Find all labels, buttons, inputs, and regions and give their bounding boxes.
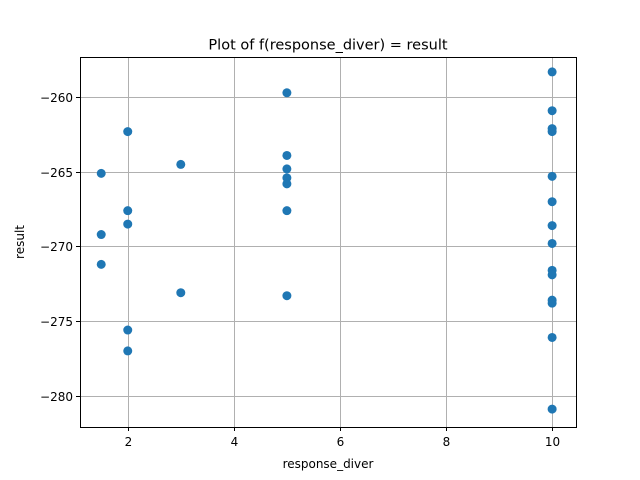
- x-tick-label: 6: [337, 435, 345, 449]
- y-tick-label: −265: [40, 166, 73, 180]
- data-point: [282, 179, 292, 189]
- x-tick-label: 8: [443, 435, 451, 449]
- data-point: [123, 206, 133, 216]
- x-tick-label: 4: [231, 435, 239, 449]
- y-tick-label: −270: [40, 240, 73, 254]
- grid-lines: [80, 57, 576, 427]
- data-point: [123, 127, 133, 137]
- data-point: [96, 168, 106, 178]
- data-point: [547, 332, 557, 342]
- x-axis-ticks: 2 4 6 8 10: [125, 427, 560, 449]
- y-tick-label: −275: [40, 315, 73, 329]
- y-axis-ticks: −280 −275 −270 −265 −260: [40, 91, 80, 404]
- data-point: [282, 150, 292, 160]
- data-point: [123, 219, 133, 229]
- data-point: [547, 127, 557, 137]
- data-point: [547, 67, 557, 77]
- x-axis-label: response_diver: [283, 457, 374, 471]
- data-point: [176, 288, 186, 298]
- data-point: [547, 270, 557, 280]
- data-point: [282, 164, 292, 174]
- data-point: [282, 88, 292, 98]
- plot-area-frame: [80, 57, 577, 428]
- data-point: [547, 106, 557, 116]
- data-point: [547, 197, 557, 207]
- data-point: [123, 325, 133, 335]
- data-point: [123, 346, 133, 356]
- y-tick-label: −280: [40, 390, 73, 404]
- x-tick-label: 2: [125, 435, 133, 449]
- data-point: [176, 159, 186, 169]
- data-point: [547, 298, 557, 308]
- data-point: [96, 230, 106, 240]
- x-tick-label: 10: [545, 435, 560, 449]
- y-axis-label: result: [13, 225, 27, 259]
- data-point: [282, 291, 292, 301]
- data-point: [547, 171, 557, 181]
- data-points: [96, 67, 557, 414]
- data-point: [547, 238, 557, 248]
- data-point: [96, 259, 106, 269]
- data-point: [547, 404, 557, 414]
- y-tick-label: −260: [40, 91, 73, 105]
- data-point: [282, 206, 292, 216]
- data-point: [547, 221, 557, 231]
- chart-title: Plot of f(response_diver) = result: [208, 38, 447, 54]
